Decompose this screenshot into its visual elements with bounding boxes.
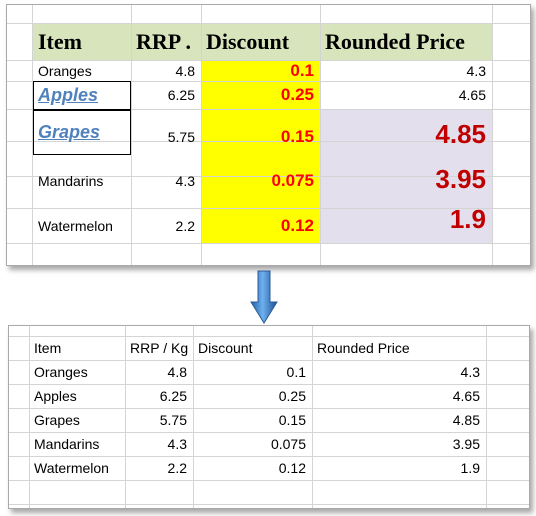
item-cell[interactable]: Grapes	[34, 412, 80, 428]
rrp-cell[interactable]: 2.2	[167, 460, 187, 476]
discount-cell[interactable]: 0.15	[278, 412, 306, 428]
discount-cell[interactable]: 0.1	[286, 364, 306, 380]
item-cell[interactable]: Apples	[34, 388, 77, 404]
plain-spreadsheet: Item RRP / Kg Discount Rounded Price Ora…	[8, 325, 530, 509]
rrp-cell[interactable]: 5.75	[159, 412, 187, 428]
rounded-price-cell[interactable]: 1.9	[449, 203, 486, 234]
header-rounded-price[interactable]: Rounded Price	[325, 28, 465, 54]
item-cell[interactable]: Oranges	[34, 364, 88, 380]
item-cell[interactable]: Mandarins	[38, 173, 104, 189]
header-rrp[interactable]: RRP .	[136, 28, 191, 54]
rounded-price-cell[interactable]: 1.9	[460, 460, 480, 476]
header-item[interactable]: Item	[34, 340, 62, 356]
item-cell[interactable]: Watermelon	[38, 217, 113, 234]
discount-cell[interactable]: 0.1	[290, 60, 314, 80]
rounded-price-cell[interactable]: 4.3	[460, 364, 480, 380]
header-fill	[33, 23, 492, 60]
item-cell[interactable]: Oranges	[38, 62, 92, 79]
discount-cell[interactable]: 0.12	[278, 460, 306, 476]
header-discount[interactable]: Discount	[206, 28, 290, 54]
header-rounded-price[interactable]: Rounded Price	[317, 340, 410, 356]
rounded-price-cell[interactable]: 4.65	[452, 388, 480, 404]
down-arrow-icon	[250, 270, 278, 324]
discount-cell[interactable]: 0.075	[271, 171, 314, 190]
discount-cell[interactable]: 0.25	[278, 388, 306, 404]
item-cell[interactable]: Watermelon	[34, 460, 109, 476]
rrp-cell[interactable]: 6.25	[159, 388, 187, 404]
rrp-cell[interactable]: 4.3	[175, 173, 195, 189]
item-link[interactable]: Apples	[38, 84, 99, 105]
discount-fill	[201, 60, 320, 243]
rrp-cell[interactable]: 4.8	[167, 364, 187, 380]
item-cell-border	[33, 81, 131, 111]
header-item[interactable]: Item	[38, 28, 82, 54]
discount-cell[interactable]: 0.15	[280, 127, 314, 146]
rrp-cell[interactable]: 4.8	[175, 62, 195, 79]
rounded-price-cell[interactable]: 3.95	[452, 436, 480, 452]
header-discount[interactable]: Discount	[198, 340, 253, 356]
item-link[interactable]: Grapes	[38, 121, 101, 142]
rounded-price-cell[interactable]: 3.95	[435, 163, 486, 194]
rounded-price-cell[interactable]: 4.3	[466, 62, 486, 79]
discount-cell[interactable]: 0.075	[270, 436, 306, 452]
rrp-cell[interactable]: 4.3	[167, 436, 187, 452]
header-rrp[interactable]: RRP / Kg	[130, 340, 189, 356]
rounded-price-cell[interactable]: 4.65	[458, 87, 486, 103]
formatted-spreadsheet: Item RRP . Discount Rounded Price Orange…	[6, 4, 531, 266]
rrp-cell[interactable]: 6.25	[167, 87, 195, 103]
rrp-cell[interactable]: 5.75	[167, 129, 195, 145]
rounded-price-cell[interactable]: 4.85	[452, 412, 480, 428]
discount-cell[interactable]: 0.12	[280, 215, 314, 235]
item-cell-border	[33, 109, 131, 155]
discount-cell[interactable]: 0.25	[280, 85, 314, 104]
rounded-price-cell[interactable]: 4.85	[435, 118, 486, 149]
rrp-cell[interactable]: 2.2	[175, 217, 195, 234]
item-cell[interactable]: Mandarins	[34, 436, 100, 452]
